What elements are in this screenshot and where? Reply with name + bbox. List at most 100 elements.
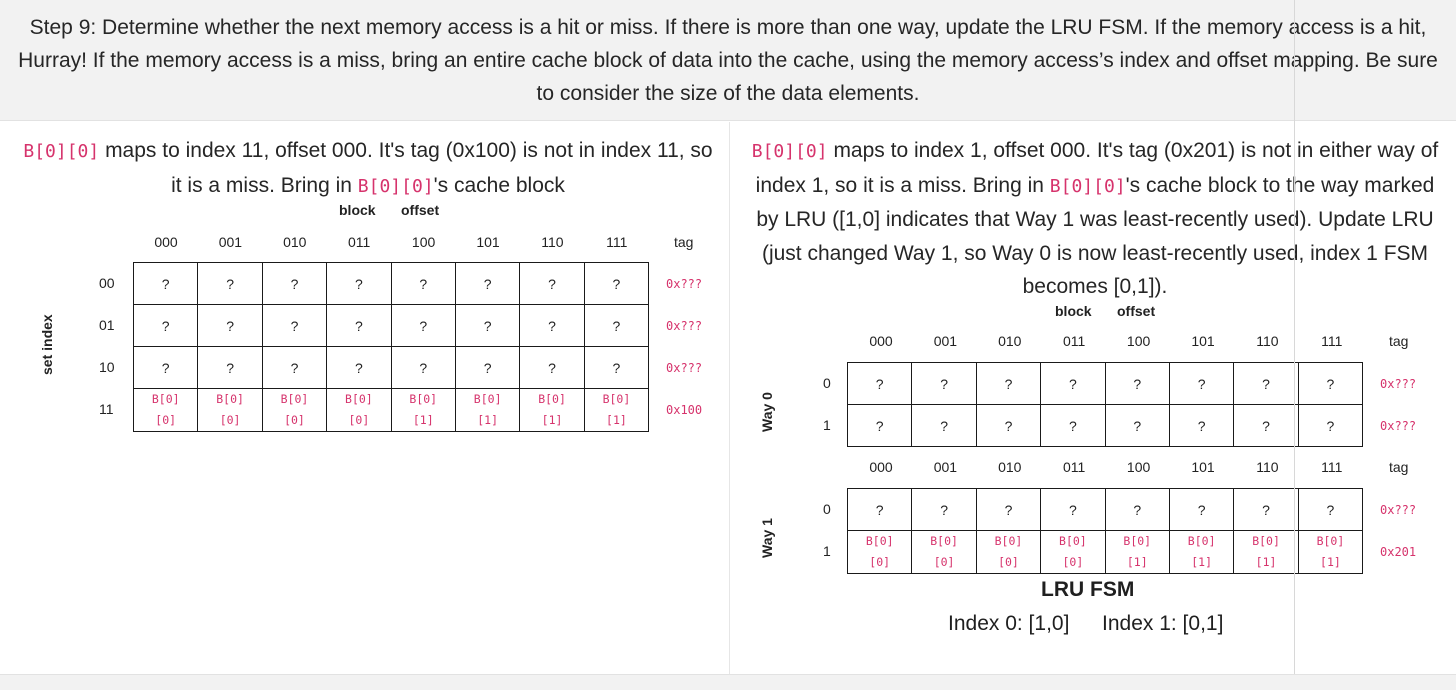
left-panel: B[0][0] maps to index 11, offset 000. It… bbox=[0, 122, 730, 674]
cache-cell: ? bbox=[454, 262, 521, 305]
cache-cell-text: [0] bbox=[998, 555, 1019, 569]
cache-cell: ? bbox=[519, 304, 585, 347]
cache-cell-text: [0] bbox=[1062, 555, 1084, 569]
divider-line bbox=[1294, 0, 1295, 690]
cache-cell: B[0] [1] bbox=[1168, 530, 1235, 574]
cache-cell: B[0] [0] bbox=[326, 388, 392, 432]
step-instructions: Step 9: Determine whether the next memor… bbox=[18, 15, 1438, 105]
cache-cell-text: [0] bbox=[348, 413, 370, 427]
cache-cell-text: B[0] bbox=[151, 392, 180, 406]
cache-cell-text: [0] bbox=[155, 413, 177, 427]
cache-cell-text: B[0] bbox=[538, 392, 566, 406]
tag-header: tag bbox=[1389, 333, 1409, 349]
cache-cell-text: [1] bbox=[1320, 555, 1341, 569]
step-banner: Step 9: Determine whether the next memor… bbox=[0, 0, 1456, 121]
cache-cell: ? bbox=[197, 262, 263, 305]
way-cache-table: ???????? B[0] [0] B[0] [0] B[0] [0] B[0] [0] B[0]… bbox=[846, 488, 1364, 574]
cache-cell: B[0] [1] bbox=[519, 388, 585, 432]
right-offset-label: offset bbox=[1117, 303, 1156, 319]
cache-cell: B[0] [0] bbox=[911, 530, 977, 574]
tag-value: 0x100 bbox=[666, 403, 703, 417]
cache-cell: ? bbox=[583, 304, 650, 347]
column-header: 010 bbox=[283, 234, 307, 250]
column-header: 010 bbox=[998, 333, 1022, 349]
cache-cell-text: B[0] bbox=[280, 392, 309, 406]
cache-cell-text: [1] bbox=[606, 413, 627, 427]
lru-index0: Index 0: [1,0] bbox=[948, 612, 1070, 635]
cache-cell: ? bbox=[1104, 362, 1170, 405]
tag-value: 0x201 bbox=[1380, 545, 1417, 559]
column-header: 101 bbox=[1191, 459, 1215, 475]
cache-cell: ? bbox=[132, 304, 199, 347]
column-header: 010 bbox=[998, 459, 1022, 475]
cache-cell-text: B[0] bbox=[1123, 534, 1152, 548]
table-row: ???????? bbox=[132, 346, 650, 389]
footer-bar bbox=[0, 674, 1456, 690]
row-index-label: 0 bbox=[823, 501, 831, 517]
cache-cell-text: B[0] bbox=[865, 534, 894, 548]
cache-cell: ? bbox=[1168, 488, 1235, 531]
cache-cell-text: B[0] bbox=[602, 392, 631, 406]
column-header: 001 bbox=[933, 333, 958, 349]
offset-label: offset bbox=[401, 202, 440, 218]
cache-cell: B[0] [1] bbox=[1297, 530, 1364, 574]
cache-cell-text: B[0] bbox=[1316, 534, 1345, 548]
tag-value: 0x??? bbox=[1380, 377, 1417, 391]
cache-cell: ? bbox=[911, 404, 977, 447]
cache-cell-text: B[0] bbox=[994, 534, 1023, 548]
cache-cell: ? bbox=[911, 488, 977, 531]
cache-cell: ? bbox=[846, 404, 913, 447]
column-header: 011 bbox=[1063, 333, 1086, 349]
column-header: 110 bbox=[541, 234, 564, 250]
row-index-label: 1 bbox=[823, 417, 831, 433]
column-header: 000 bbox=[154, 234, 178, 250]
left-explanation: B[0][0] maps to index 11, offset 000. It… bbox=[23, 139, 713, 197]
cache-cell: B[0] [0] bbox=[132, 388, 199, 432]
right-block-label: block bbox=[1055, 303, 1092, 319]
cache-cell-text: [1] bbox=[412, 413, 434, 427]
cache-cell: B[0] [0] bbox=[975, 530, 1042, 574]
cache-cell: ? bbox=[326, 346, 392, 389]
cache-cell: B[0] [1] bbox=[454, 388, 521, 432]
cache-cell-text: [1] bbox=[1126, 555, 1148, 569]
way-label: Way 1 bbox=[759, 518, 775, 558]
row-index-label: 0 bbox=[823, 375, 831, 391]
column-header: 000 bbox=[869, 333, 893, 349]
cache-cell-text: [1] bbox=[541, 413, 563, 427]
tag-value: 0x??? bbox=[666, 361, 703, 375]
cache-cell: ? bbox=[1297, 362, 1364, 405]
cache-cell: ? bbox=[197, 346, 263, 389]
cache-cell: ? bbox=[846, 362, 913, 405]
cache-cell: ? bbox=[390, 304, 456, 347]
column-header: 001 bbox=[933, 459, 958, 475]
column-header: 111 bbox=[1321, 459, 1343, 475]
cache-cell: ? bbox=[519, 262, 585, 305]
column-header: 001 bbox=[218, 234, 243, 250]
cache-cell: B[0] [0] bbox=[846, 530, 913, 574]
cache-cell-text: [1] bbox=[1255, 555, 1277, 569]
cache-cell: B[0] [0] bbox=[1040, 530, 1106, 574]
cache-cell: ? bbox=[1104, 488, 1170, 531]
cache-cell: ? bbox=[326, 262, 392, 305]
column-header: 011 bbox=[348, 234, 371, 250]
right-panel: B[0][0] maps to index 1, offset 000. It'… bbox=[731, 122, 1456, 674]
cache-cell: ? bbox=[1233, 362, 1299, 405]
cache-cell: ? bbox=[132, 262, 199, 305]
cache-cell: ? bbox=[583, 262, 650, 305]
cache-cell: B[0] [1] bbox=[390, 388, 456, 432]
cache-cell: ? bbox=[975, 404, 1042, 447]
row-index-label: 1 bbox=[823, 543, 831, 559]
cache-cell: ? bbox=[583, 346, 650, 389]
column-header: 100 bbox=[1126, 333, 1151, 349]
column-header: 101 bbox=[1191, 333, 1215, 349]
cache-cell: ? bbox=[1233, 404, 1299, 447]
cache-cell-text: [0] bbox=[284, 413, 305, 427]
way-cache-table: ???????????????? bbox=[846, 362, 1364, 447]
table-row: B[0] [0] B[0] [0] B[0] [0] B[0] [0] B[0] [1] B[0] [… bbox=[132, 388, 650, 432]
cache-cell: ? bbox=[261, 304, 328, 347]
cache-cell-text: B[0] bbox=[1252, 534, 1280, 548]
cache-cell-text: B[0] bbox=[1059, 534, 1087, 548]
left-cache-table: ???????????????????????? B[0] [0] B[0] [0] B[… bbox=[132, 262, 650, 432]
table-row: ???????? bbox=[846, 488, 1364, 531]
cache-cell-text: [0] bbox=[869, 555, 891, 569]
